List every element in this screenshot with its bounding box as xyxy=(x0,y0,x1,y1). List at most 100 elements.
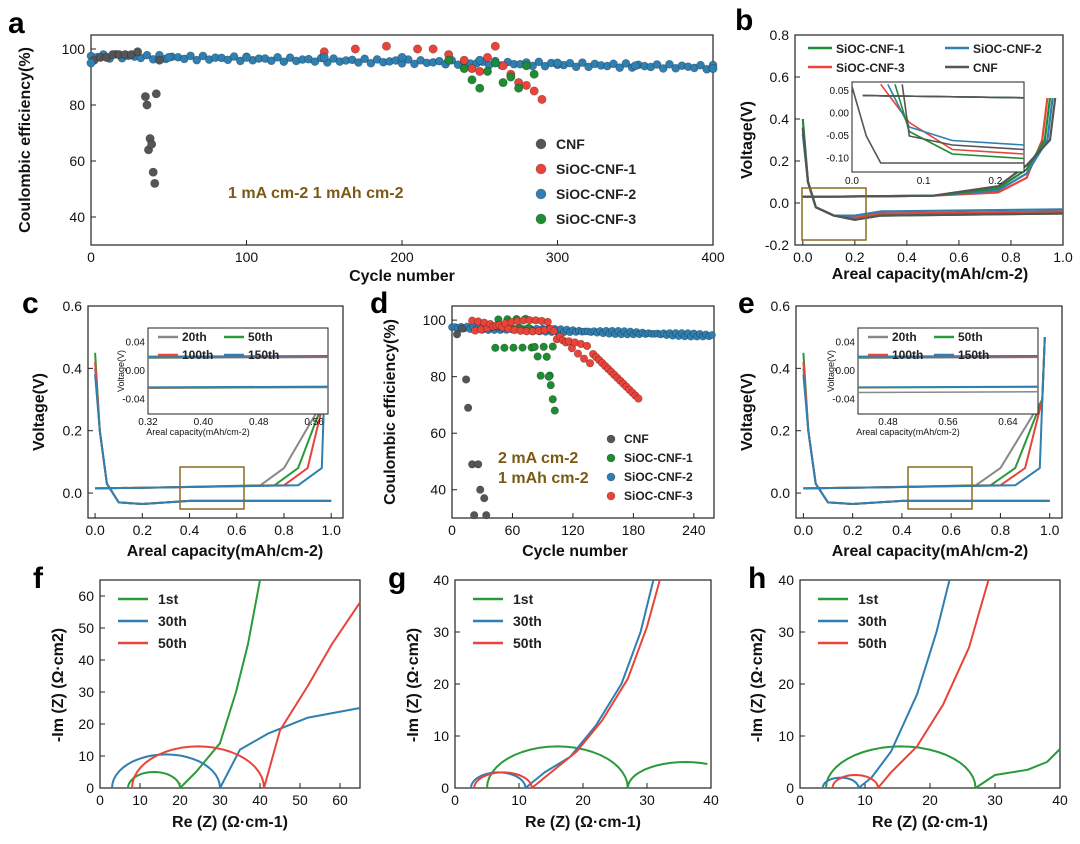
panel-c-frame xyxy=(87,305,344,519)
inset-x-tick-label: 0.56 xyxy=(304,417,324,428)
point-sioc-cnf-1 xyxy=(533,352,542,361)
x-tick-label: 200 xyxy=(390,249,414,265)
legend-entry: SiOC-CNF-2 xyxy=(624,470,693,484)
point-sioc-cnf-1 xyxy=(490,41,500,51)
panel-b-xlabel: Areal capacity(mAh/cm-2) xyxy=(832,266,1029,283)
inset-discharge-curve xyxy=(857,391,1039,394)
point-sioc-cnf-1 xyxy=(518,343,527,352)
panel-e-ylabel: Voltage(V) xyxy=(739,373,756,451)
point-sioc-cnf-3 xyxy=(498,78,508,88)
legend-entry: CNF xyxy=(624,432,649,446)
x-tick-label: 0.6 xyxy=(941,522,961,538)
x-tick-label: 30 xyxy=(987,792,1003,808)
point-sioc-cnf-2 xyxy=(708,64,718,74)
point-sioc-cnf-2 xyxy=(665,59,674,69)
panel-label-h: h xyxy=(748,562,766,595)
point-cnf xyxy=(474,460,483,469)
inset-frame xyxy=(147,327,329,415)
point-sioc-cnf-3 xyxy=(514,83,524,93)
legend-entry: 50th xyxy=(513,635,542,651)
inset-xlabel: Areal capacity(mAh/cm-2) xyxy=(146,427,250,437)
point-sioc-cnf-1 xyxy=(536,371,545,380)
x-tick-label: 240 xyxy=(682,522,706,538)
point-sioc-cnf-3 xyxy=(634,394,643,403)
x-tick-label: 10 xyxy=(857,792,873,808)
y-tick-label: 0 xyxy=(441,780,449,796)
legend-entry: 1st xyxy=(858,591,879,607)
x-tick-label: 30 xyxy=(212,792,228,808)
point-cnf xyxy=(480,494,489,503)
legend-entry: SiOC-CNF-1 xyxy=(624,451,693,465)
point-sioc-cnf-2 xyxy=(397,52,407,62)
x-tick-label: 20 xyxy=(172,792,188,808)
point-sioc-cnf-2 xyxy=(319,52,329,62)
y-tick-label: 0 xyxy=(786,780,794,796)
inset-y-tick-label: 0.04 xyxy=(126,337,146,348)
y-tick-label: 40 xyxy=(78,652,94,668)
inset-x-tick-label: 0.32 xyxy=(138,417,158,428)
y-tick-label: 40 xyxy=(433,572,449,588)
y-tick-label: 0 xyxy=(86,780,94,796)
point-sioc-cnf-2 xyxy=(86,58,96,68)
point-sioc-cnf-2 xyxy=(552,58,562,68)
x-tick-label: 1.0 xyxy=(1053,249,1073,265)
panel-c-zoom-box xyxy=(179,466,245,510)
x-tick-label: 40 xyxy=(252,792,268,808)
y-tick-label: 0.2 xyxy=(63,423,83,439)
point-sioc-cnf-2 xyxy=(360,54,369,64)
panel-e-zoom-box xyxy=(907,466,973,510)
panel-b-zoom-box xyxy=(801,187,867,241)
point-sioc-cnf-1 xyxy=(491,343,500,352)
point-sioc-cnf-3 xyxy=(506,72,516,82)
y-tick-label: 60 xyxy=(78,588,94,604)
x-tick-label: 40 xyxy=(1052,792,1068,808)
panel-d-annotation-1: 2 mA cm-2 xyxy=(498,450,578,467)
inset-x-tick-label: 0.64 xyxy=(998,417,1018,428)
point-sioc-cnf-2 xyxy=(229,52,239,61)
panel-g-xlabel: Re (Z) (Ω·cm-1) xyxy=(525,814,641,831)
legend-entry: 50th xyxy=(958,330,983,344)
x-tick-label: 1.0 xyxy=(321,522,341,538)
legend-entry: 30th xyxy=(858,613,887,629)
panel-d-ylabel: Coulombic efficiency(%) xyxy=(382,319,399,505)
point-cnf xyxy=(147,139,157,149)
y-tick-label: 10 xyxy=(433,728,449,744)
y-tick-label: 100 xyxy=(62,41,86,57)
y-tick-label: 20 xyxy=(78,716,94,732)
inset-frame xyxy=(857,327,1039,415)
inset-x-tick-label: 0.48 xyxy=(249,417,269,428)
point-sioc-cnf-2 xyxy=(696,60,705,70)
panel-label-g: g xyxy=(388,562,406,595)
eis-curve xyxy=(825,745,1061,789)
point-sioc-cnf-1 xyxy=(483,52,493,62)
point-sioc-cnf-3 xyxy=(582,341,592,351)
point-sioc-cnf-2 xyxy=(615,63,625,72)
inset-x-tick-label: 0.48 xyxy=(878,417,898,428)
panel-label-d: d xyxy=(370,287,388,320)
inset-discharge-curve xyxy=(857,385,1039,388)
x-tick-label: 60 xyxy=(332,792,348,808)
panel-f-ylabel: -Im (Z) (Ω·cm2) xyxy=(50,628,67,742)
x-tick-label: 0 xyxy=(96,792,104,808)
point-cnf xyxy=(462,375,471,384)
y-tick-label: 60 xyxy=(69,153,85,169)
eis-curve xyxy=(831,579,990,789)
discharge-curve xyxy=(801,127,1064,221)
x-tick-label: 20 xyxy=(922,792,938,808)
panel-h: 0 10 20 30 40 0 10 20 30 40 1st 30th 50th -Im (Z) (… xyxy=(749,572,1068,831)
x-tick-label: 100 xyxy=(235,249,259,265)
eis-curve xyxy=(131,601,361,789)
x-tick-label: 0.8 xyxy=(274,522,294,538)
panel-e: 0.0 0.2 0.4 0.6 0.8 1.0 0.0 0.2 0.4 0.6 0.48 0.56 0… xyxy=(739,298,1063,560)
y-tick-label: 40 xyxy=(69,209,85,225)
x-tick-label: 1.0 xyxy=(1040,522,1060,538)
inset-discharge-curve xyxy=(887,83,1025,146)
point-sioc-cnf-2 xyxy=(142,50,152,60)
point-cnf xyxy=(452,330,462,339)
x-tick-label: 0.8 xyxy=(991,522,1011,538)
y-tick-label: -0.2 xyxy=(765,237,789,253)
inset-y-tick-label: 0.00 xyxy=(830,109,850,120)
panel-label-c: c xyxy=(22,287,39,320)
point-sioc-cnf-1 xyxy=(548,395,557,404)
y-tick-label: 80 xyxy=(69,97,85,113)
